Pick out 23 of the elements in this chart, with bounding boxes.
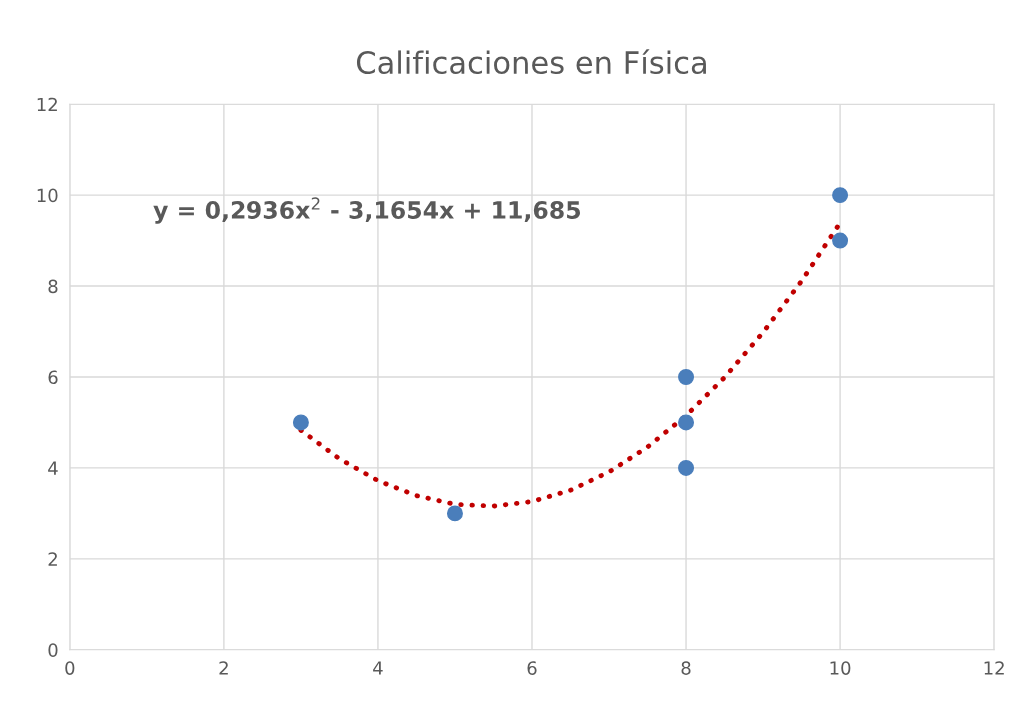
y-tick-label: 2 (48, 552, 57, 566)
y-tick-label: 8 (48, 279, 58, 294)
x-tick-label: 6 (527, 661, 537, 675)
point (446, 505, 463, 522)
x-tick-label: 4 (373, 661, 383, 675)
y-tick-label: 12 (37, 97, 57, 112)
annotation: y = 0,2936x$^{2}$ - 3,1654x + 11,685 (153, 197, 581, 224)
point (832, 187, 849, 204)
point (678, 414, 695, 431)
x-tick-label: 12 (984, 661, 1004, 675)
point (292, 414, 309, 431)
y-tick-label: 10 (37, 188, 58, 203)
point (832, 232, 849, 249)
chart-title: Calificaciones en Física (356, 49, 706, 75)
x-tick-label: 2 (219, 661, 228, 675)
y-tick-label: 6 (48, 370, 58, 385)
point (678, 459, 695, 476)
x-tick-label: 8 (681, 661, 691, 675)
y-tick-label: 4 (48, 461, 58, 475)
y-tick-label: 0 (48, 643, 58, 657)
x-tick-label: 10 (830, 661, 851, 675)
x-tick-label: 0 (65, 661, 75, 675)
point (678, 369, 695, 385)
